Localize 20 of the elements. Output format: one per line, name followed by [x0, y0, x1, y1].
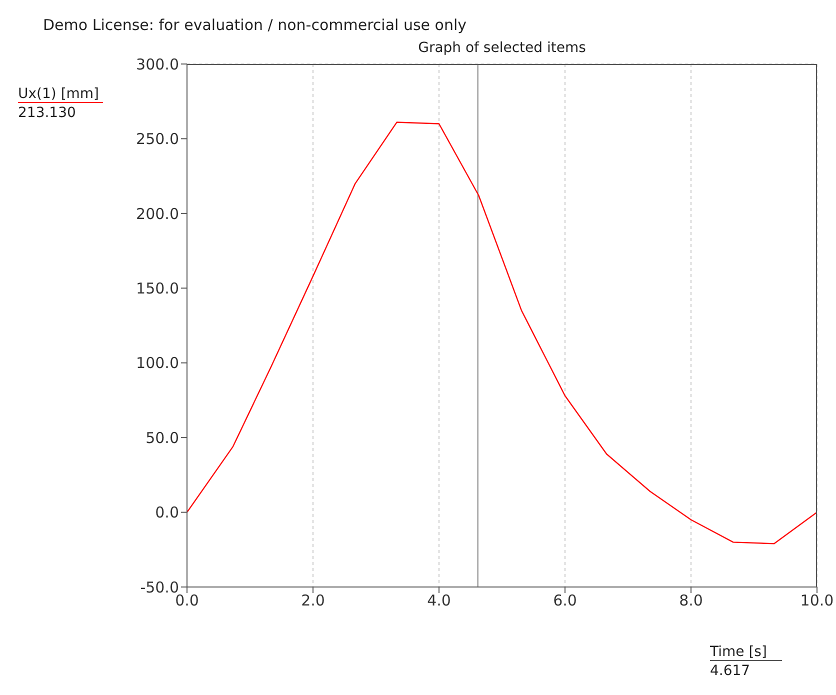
- text: 213.130: [18, 105, 76, 121]
- line-series: [187, 122, 817, 544]
- y-tick-label: 300.0: [136, 55, 179, 74]
- y-tick-label: 0.0: [155, 504, 179, 522]
- y-tick-label: 250.0: [136, 130, 179, 148]
- x-tick-label: 10.0: [800, 592, 834, 610]
- y-tick-label: 200.0: [136, 204, 179, 223]
- x-tick-label: 0.0: [175, 592, 199, 610]
- x-tick-label: 4.0: [427, 592, 451, 610]
- chart-title: Graph of selected items: [417, 40, 587, 56]
- text: Demo License: for evaluation / non-commercial use only: [43, 16, 466, 34]
- x-tick-label: 8.0: [679, 592, 703, 610]
- y-tick-label: 50.0: [146, 428, 179, 447]
- y-tick-label: 100.0: [136, 354, 179, 372]
- x-tick-label: 2.0: [301, 592, 325, 610]
- y-axis-title: Ux(1) [mm]: [18, 86, 104, 103]
- x-axis-title: Time [s]: [710, 644, 782, 661]
- y-tick-label: 150.0: [136, 279, 179, 298]
- text: 4.617: [710, 663, 750, 679]
- x-tick-label: 6.0: [553, 592, 577, 610]
